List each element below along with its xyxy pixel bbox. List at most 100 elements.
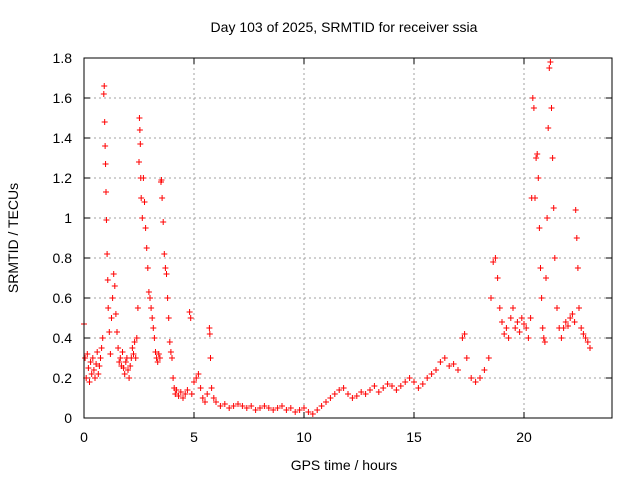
data-point (340, 385, 347, 391)
data-point (137, 141, 144, 147)
y-tick-label: 1.4 (53, 130, 73, 146)
data-point (548, 105, 555, 111)
data-point (120, 365, 127, 371)
y-tick-label: 0 (64, 410, 72, 426)
data-point (461, 331, 468, 337)
data-point (136, 159, 142, 165)
data-point (323, 399, 329, 405)
data-point (164, 295, 171, 301)
data-point (529, 95, 536, 101)
data-point (305, 409, 312, 415)
y-tick-label: 0.4 (53, 330, 73, 346)
data-point (88, 371, 95, 377)
data-point (265, 405, 272, 411)
data-points (81, 59, 593, 417)
data-point (110, 271, 117, 277)
data-point (496, 305, 503, 311)
data-point (103, 189, 109, 195)
data-point (362, 391, 369, 397)
data-point (318, 403, 325, 409)
data-point (144, 265, 151, 271)
data-point (512, 325, 519, 331)
data-point (532, 195, 538, 201)
data-point (578, 325, 585, 331)
data-point (155, 351, 162, 357)
data-point (136, 127, 143, 133)
data-point (565, 323, 571, 329)
data-point (411, 379, 417, 385)
data-point (527, 315, 534, 321)
data-point (389, 383, 395, 389)
data-point (108, 315, 115, 321)
data-point (257, 405, 263, 411)
data-point (562, 319, 569, 325)
data-point (95, 371, 102, 377)
data-point (292, 409, 299, 415)
data-point (140, 175, 147, 181)
data-point (84, 351, 91, 357)
data-point (133, 335, 140, 341)
data-point (115, 345, 122, 351)
data-point (549, 155, 556, 161)
data-point (149, 315, 156, 321)
data-point (131, 339, 138, 345)
data-point (182, 391, 189, 397)
data-point (230, 403, 237, 409)
data-point (208, 385, 215, 391)
data-point (134, 305, 141, 311)
data-point (235, 401, 241, 407)
data-point (162, 265, 169, 271)
data-point (270, 407, 277, 413)
data-point (100, 91, 107, 97)
data-point (349, 395, 356, 401)
data-point (494, 275, 501, 281)
data-point (518, 315, 525, 321)
data-point (98, 345, 105, 351)
data-point (148, 305, 155, 311)
data-point (367, 387, 373, 393)
data-point (206, 331, 213, 337)
data-point (541, 339, 548, 345)
data-point (93, 361, 100, 367)
data-point (142, 225, 149, 231)
data-point (545, 125, 552, 131)
data-point (536, 225, 543, 231)
data-point (446, 363, 453, 369)
data-point (202, 399, 208, 405)
grid-lines (83, 57, 612, 419)
data-point (554, 305, 560, 311)
data-point (463, 355, 470, 361)
data-point (345, 391, 351, 397)
data-point (105, 305, 112, 311)
data-point (161, 251, 168, 257)
data-point (119, 349, 126, 355)
data-point (243, 405, 250, 411)
data-point (204, 391, 211, 397)
data-point (102, 143, 109, 149)
data-point (353, 393, 360, 399)
data-point (106, 329, 113, 335)
data-point (485, 355, 492, 361)
data-point (538, 295, 545, 301)
plot-frame (83, 57, 613, 419)
data-point (505, 335, 512, 341)
data-point (239, 403, 246, 409)
data-point (309, 411, 316, 417)
data-point (419, 381, 426, 387)
data-point (301, 405, 307, 411)
data-point (173, 387, 180, 393)
data-point (213, 399, 219, 405)
data-point (150, 325, 157, 331)
data-point (488, 295, 494, 301)
data-point (210, 395, 217, 401)
data-point (195, 371, 202, 377)
data-point (129, 345, 136, 351)
data-point (546, 65, 553, 71)
data-point (103, 217, 110, 223)
data-point (107, 351, 114, 357)
data-point (87, 359, 94, 365)
y-tick-label: 0.6 (53, 290, 73, 306)
y-axis-label: SRMTID / TECUs (5, 183, 21, 293)
data-point (525, 335, 532, 341)
